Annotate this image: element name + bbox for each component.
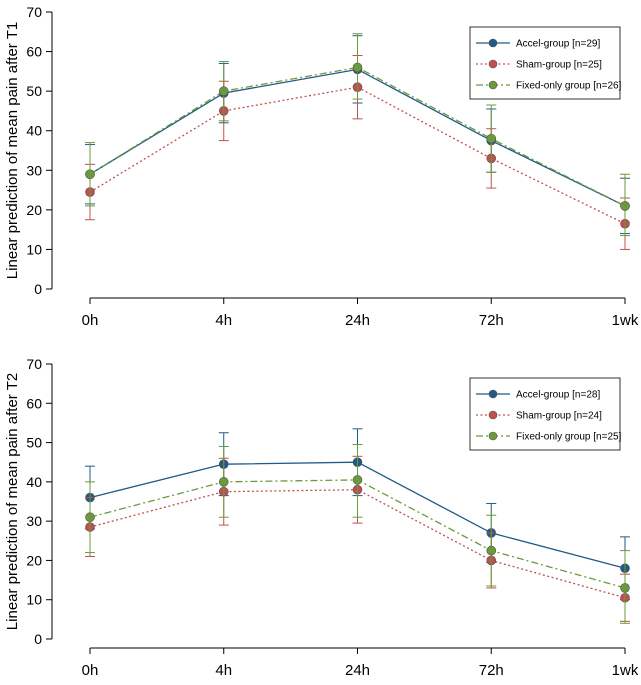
y-tick-label: 30 (26, 513, 42, 529)
y-tick-label: 60 (26, 44, 42, 60)
x-tick-label: 0h (82, 312, 99, 329)
legend-swatch-marker (488, 431, 498, 441)
series-3 (85, 444, 630, 624)
legend-label: Accel-group [n=29] (516, 39, 600, 50)
data-point (85, 512, 95, 523)
y-tick-label: 50 (26, 83, 42, 99)
data-point (218, 477, 229, 487)
x-tick-label: 72h (479, 312, 504, 329)
data-point (620, 583, 630, 593)
x-tick-label: 4h (215, 312, 232, 329)
y-tick-label: 40 (26, 123, 42, 139)
data-point (352, 62, 363, 73)
chart-panel-1: 0 10 20 30 40 50 60 70 0h 4h 24h 72h 1wk Linear predi… (4, 4, 639, 329)
y-tick-label: 10 (26, 241, 42, 257)
y-tick-label: 40 (26, 474, 42, 490)
x-tick-label: 24h (345, 662, 370, 679)
y-tick-label: 20 (26, 202, 42, 218)
legend-swatch-marker (488, 80, 498, 90)
data-point (620, 201, 630, 211)
legend-label: Accel-group [n=28] (516, 390, 600, 401)
y-tick-label: 0 (34, 631, 42, 647)
x-tick-label: 72h (479, 662, 504, 679)
legend: Accel-group [n=29] Sham-group [n=25] Fixed… (469, 26, 622, 100)
y-tick-label: 70 (26, 356, 42, 372)
series-line (89, 489, 626, 599)
y-tick-label: 20 (26, 552, 42, 568)
y-tick-label: 10 (26, 592, 42, 608)
data-point (85, 169, 95, 180)
legend-swatch-marker (488, 59, 498, 69)
data-point (486, 545, 497, 556)
legend-swatch-marker (488, 410, 498, 420)
x-tick-label: 24h (345, 312, 370, 329)
y-tick-label: 70 (26, 4, 42, 20)
legend-label: Fixed-only group [n=26] (516, 81, 622, 92)
chart-panel-2: 0 10 20 30 40 50 60 70 0h 4h 24h 72h 1wk Linear predi… (4, 356, 639, 679)
x-tick-label: 1wk (612, 662, 639, 679)
y-axis-label: Linear prediction of mean pain after T2 (4, 373, 21, 630)
data-point (218, 86, 229, 96)
legend-label: Sham-group [n=25] (516, 60, 602, 71)
legend-swatch-marker (488, 38, 498, 48)
y-tick-label: 60 (26, 395, 42, 411)
series-line (89, 86, 626, 225)
legend-label: Fixed-only group [n=25] (516, 432, 622, 443)
y-tick-label: 0 (34, 281, 42, 297)
y-tick-label: 30 (26, 162, 42, 178)
x-tick-label: 1wk (612, 312, 639, 329)
y-tick-label: 50 (26, 435, 42, 451)
legend-swatch-marker (488, 389, 498, 399)
data-point (352, 475, 363, 485)
y-axis-label: Linear prediction of mean pain after T1 (4, 22, 21, 279)
legend-label: Sham-group [n=24] (516, 411, 602, 422)
data-point (486, 133, 497, 144)
legend: Accel-group [n=28] Sham-group [n=24] Fixed… (469, 377, 622, 451)
x-tick-label: 0h (82, 662, 99, 679)
x-tick-label: 4h (215, 662, 232, 679)
series-3 (85, 33, 630, 237)
